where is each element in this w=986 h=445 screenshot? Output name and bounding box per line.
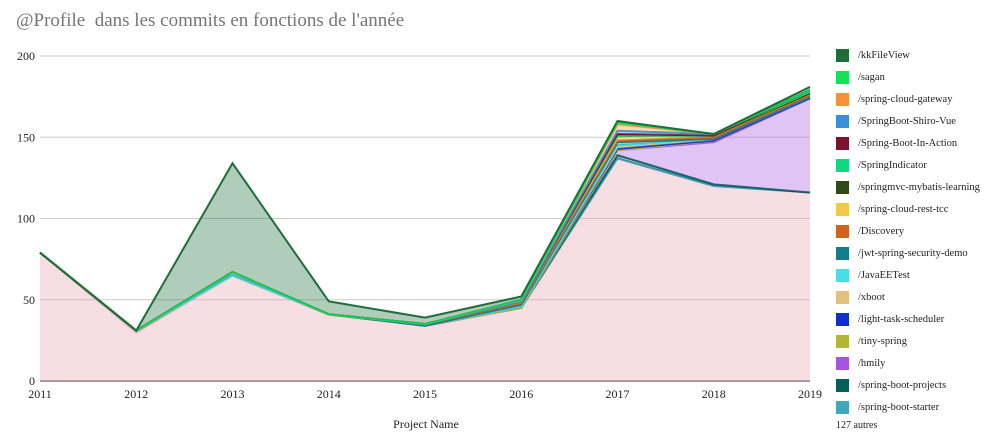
legend-swatch [836, 158, 849, 172]
legend-swatch [836, 70, 849, 84]
chart-title: @Profile dans les commits en fonctions d… [16, 10, 405, 31]
x-tick-label: 2017 [606, 387, 630, 401]
legend-swatch [836, 400, 849, 414]
legend-item[interactable]: /xboot [836, 286, 984, 308]
legend-item[interactable]: /kkFileView [836, 44, 984, 66]
legend-more-label[interactable]: 127 autres [836, 420, 878, 431]
legend-item[interactable]: /light-task-scheduler [836, 308, 984, 330]
legend-item[interactable]: /jwt-spring-security-demo [836, 242, 984, 264]
legend-swatch [836, 224, 849, 238]
legend-label: /springmvc-mybatis-learning [858, 181, 980, 193]
x-tick-label: 2011 [28, 387, 52, 401]
legend-swatch [836, 356, 849, 370]
legend-label: /SpringBoot-Shiro-Vue [858, 115, 956, 127]
legend-swatch [836, 334, 849, 348]
line-kkfileview [39, 85, 811, 333]
legend-swatch [836, 268, 849, 282]
legend-item[interactable]: /tiny-spring [836, 330, 984, 352]
legend-item[interactable]: /JavaEETest [836, 264, 984, 286]
legend-item[interactable]: /spring-cloud-rest-tcc [836, 198, 984, 220]
legend-label: /xboot [858, 291, 885, 303]
legend-item[interactable]: /spring-boot-starter [836, 396, 984, 418]
x-tick-label: 2018 [702, 387, 726, 401]
x-tick-label: 2013 [221, 387, 245, 401]
legend-swatch [836, 312, 849, 326]
y-tick-label: 100 [17, 212, 35, 226]
legend-label: /spring-boot-projects [858, 379, 947, 391]
y-tick-label: 200 [17, 49, 35, 63]
x-tick-label: 2015 [413, 387, 437, 401]
legend-swatch [836, 202, 849, 216]
legend-item[interactable]: /Spring-Boot-In-Action [836, 132, 984, 154]
legend-item[interactable]: /hmily [836, 352, 984, 374]
legend-label: /sagan [858, 71, 885, 83]
legend-label: /JavaEETest [858, 269, 910, 281]
area-kkfileview [40, 86, 810, 331]
legend-label: /tiny-spring [858, 335, 907, 347]
legend-label: /jwt-spring-security-demo [858, 247, 968, 259]
legend-swatch [836, 136, 849, 150]
legend-label: /hmily [858, 357, 886, 369]
legend-swatch [836, 114, 849, 128]
legend-label: /Spring-Boot-In-Action [858, 137, 958, 149]
legend-swatch [836, 180, 849, 194]
legend-item[interactable]: /SpringIndicator [836, 154, 984, 176]
x-tick-label: 2012 [124, 387, 148, 401]
legend-swatch [836, 246, 849, 260]
legend-item[interactable]: /spring-cloud-gateway [836, 88, 984, 110]
legend-item[interactable]: /Discovery [836, 220, 984, 242]
y-tick-label: 0 [29, 374, 35, 388]
legend-item[interactable]: /sagan [836, 66, 984, 88]
legend-item[interactable]: /SpringBoot-Shiro-Vue [836, 110, 984, 132]
x-tick-label: 2019 [798, 387, 822, 401]
legend-label: /kkFileView [858, 49, 910, 61]
legend-item[interactable]: /spring-boot-projects [836, 374, 984, 396]
y-tick-label: 50 [23, 293, 35, 307]
legend-label: /spring-boot-starter [858, 401, 940, 413]
legend: /kkFileView/sagan/spring-cloud-gateway/S… [836, 44, 984, 431]
legend-swatch [836, 92, 849, 106]
x-tick-label: 2016 [509, 387, 533, 401]
legend-item[interactable]: /springmvc-mybatis-learning [836, 176, 984, 198]
legend-label: /light-task-scheduler [858, 313, 945, 325]
legend-swatch [836, 48, 849, 62]
y-tick-label: 150 [17, 130, 35, 144]
legend-swatch [836, 290, 849, 304]
legend-label: /spring-cloud-gateway [858, 93, 953, 105]
x-axis-title: Project Name [393, 417, 459, 431]
x-tick-label: 2014 [317, 387, 341, 401]
legend-label: /SpringIndicator [858, 159, 927, 171]
legend-swatch [836, 378, 849, 392]
legend-label: /spring-cloud-rest-tcc [858, 203, 949, 215]
legend-label: /Discovery [858, 225, 905, 237]
area-others [40, 158, 810, 381]
